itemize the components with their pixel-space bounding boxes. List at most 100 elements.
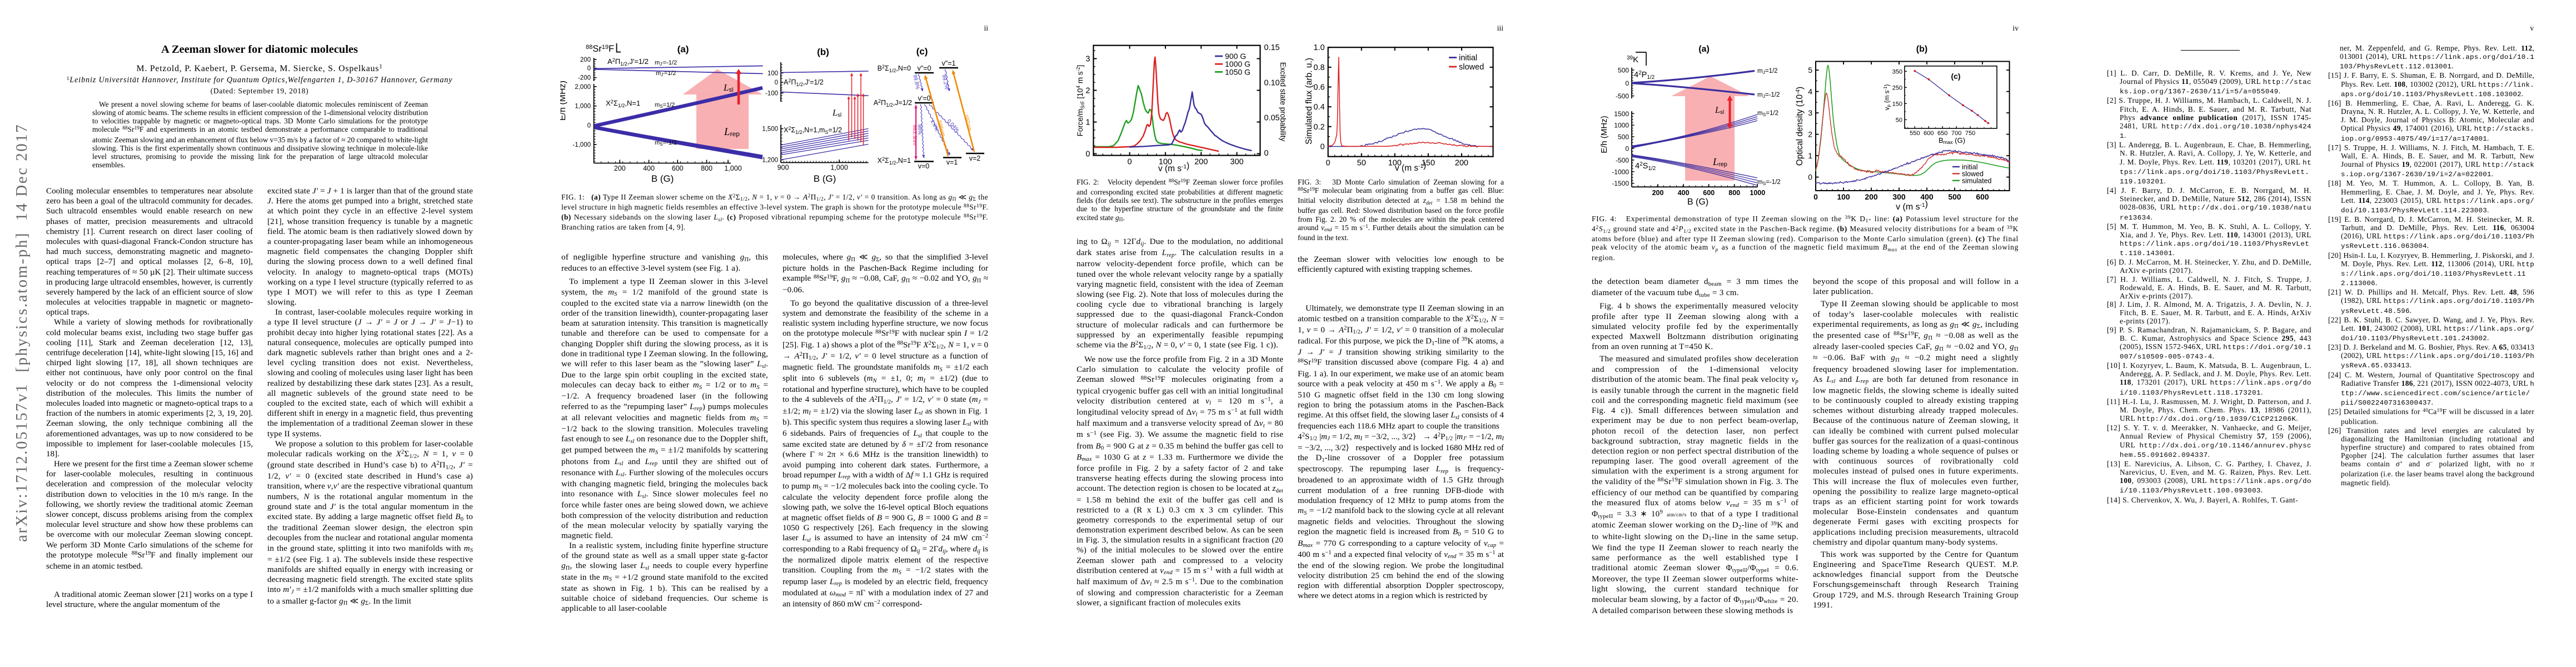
svg-text:-200: -200 (578, 75, 591, 82)
svg-text:-100: -100 (765, 90, 778, 97)
svg-text:99.2%: 99.2% (940, 74, 949, 90)
svg-text:0: 0 (1326, 159, 1331, 168)
svg-text:0.6: 0.6 (1313, 83, 1324, 92)
svg-text:3: 3 (1808, 108, 1812, 117)
svg-text:0: 0 (1085, 150, 1090, 159)
svg-text:0.4: 0.4 (1313, 103, 1324, 112)
svg-text:Simulated flux (arb. u.): Simulated flux (arb. u.) (1304, 58, 1314, 145)
svg-text:vp (m s-1): vp (m s-1) (1883, 84, 1891, 110)
svg-text:2: 2 (1808, 130, 1812, 139)
svg-text:0: 0 (1625, 79, 1629, 87)
svg-text:A2Π1/2,J=1/2: A2Π1/2,J=1/2 (874, 98, 912, 108)
svg-text:B (G): B (G) (814, 173, 836, 184)
svg-text:(b): (b) (817, 47, 829, 57)
svg-text:0.15: 0.15 (1264, 43, 1279, 52)
svg-text:Lsl: Lsl (723, 82, 733, 93)
svg-text:Lsl: Lsl (1715, 106, 1724, 116)
svg-text:0.8: 0.8 (1313, 63, 1324, 72)
svg-text:Lsl: Lsl (832, 108, 841, 118)
svg-text:1000: 1000 (1750, 189, 1765, 197)
svg-text:150: 150 (1892, 101, 1902, 107)
svg-text:0: 0 (1813, 192, 1818, 201)
svg-text:v=1: v=1 (946, 158, 958, 166)
svg-text:0: 0 (1808, 173, 1812, 182)
svg-text:initial: initial (1962, 163, 1978, 171)
svg-text:50: 50 (1357, 159, 1366, 168)
svg-text:600: 600 (1703, 189, 1715, 197)
svg-text:v (m s-1): v (m s-1) (1896, 200, 1928, 212)
svg-text:B (G): B (G) (651, 173, 674, 184)
svg-text:v"=0: v"=0 (918, 64, 931, 72)
svg-text:200: 200 (1455, 159, 1468, 168)
svg-text:3: 3 (1085, 55, 1090, 64)
svg-text:Bmax (G): Bmax (G) (1939, 136, 1965, 145)
svg-text:400: 400 (1678, 189, 1690, 197)
svg-text:1,500: 1,500 (762, 126, 778, 133)
svg-text:0: 0 (1321, 143, 1325, 152)
svg-text:800: 800 (1728, 189, 1740, 197)
svg-text:A2Π1/2,J'=1/2: A2Π1/2,J'=1/2 (784, 78, 824, 87)
svg-text:mJ'=-1/2: mJ'=-1/2 (655, 59, 677, 67)
svg-text:50: 50 (1896, 117, 1902, 123)
svg-text:A2Π1/2,J'=1/2: A2Π1/2,J'=1/2 (607, 57, 649, 67)
svg-text:900 G: 900 G (1225, 52, 1246, 61)
svg-text:0.10: 0.10 (1264, 78, 1279, 87)
svg-text:v=0: v=0 (918, 162, 930, 170)
svg-text:400: 400 (1920, 192, 1934, 201)
svg-text:0: 0 (1625, 145, 1629, 153)
svg-text:400: 400 (643, 165, 655, 172)
svg-text:Lrep: Lrep (724, 126, 740, 138)
svg-text:800: 800 (701, 165, 712, 172)
svg-text:200: 200 (1865, 192, 1878, 201)
svg-text:42S1/2: 42S1/2 (1635, 161, 1656, 172)
svg-text:-1,000: -1,000 (572, 142, 591, 148)
svg-text:600: 600 (672, 165, 684, 172)
svg-text:1000: 1000 (1614, 122, 1629, 130)
svg-text:98%: 98% (916, 124, 923, 135)
svg-text:600: 600 (1924, 130, 1934, 137)
svg-text:600: 600 (1976, 192, 1989, 201)
svg-text:mJ=1/2: mJ=1/2 (1757, 68, 1778, 75)
svg-text:150: 150 (1422, 159, 1435, 168)
svg-text:X2Σ1/2,N=1,mS=1/2: X2Σ1/2,N=1,mS=1/2 (784, 126, 842, 135)
svg-text:0: 0 (587, 66, 591, 72)
svg-text:2: 2 (1085, 87, 1090, 96)
svg-text:700: 700 (1951, 130, 1961, 137)
svg-text:300: 300 (1230, 158, 1243, 167)
svg-text:1.0: 1.0 (1313, 43, 1324, 52)
svg-text:597nm: 597nm (963, 115, 973, 132)
svg-text:100: 100 (1159, 158, 1172, 167)
svg-text:v"=1: v"=1 (942, 59, 956, 67)
svg-text:mS=1/2: mS=1/2 (655, 102, 675, 109)
svg-text:(c): (c) (916, 46, 928, 57)
svg-text:100: 100 (1388, 159, 1402, 168)
svg-text:200: 200 (1194, 158, 1208, 167)
svg-text:250: 250 (1892, 84, 1902, 91)
svg-text:Lrep: Lrep (1712, 156, 1727, 168)
svg-text:2,000: 2,000 (575, 84, 591, 91)
svg-text:v'=0: v'=0 (918, 94, 931, 102)
svg-text:simulated: simulated (1962, 177, 1992, 185)
svg-text:1050 G: 1050 G (1225, 67, 1250, 76)
svg-text:100: 100 (768, 70, 778, 77)
svg-text:0: 0 (775, 79, 778, 86)
svg-text:1,000: 1,000 (724, 165, 741, 172)
svg-text:0: 0 (1128, 158, 1132, 167)
svg-text:-500: -500 (1616, 156, 1629, 164)
svg-text:X2Σ1/2,N=1: X2Σ1/2,N=1 (878, 156, 911, 166)
svg-text:5: 5 (1808, 66, 1812, 74)
svg-text:650: 650 (1937, 130, 1947, 137)
svg-text:663.3nm: 663.3nm (911, 125, 918, 146)
svg-text:Excited state probability: Excited state probability (1279, 62, 1287, 142)
svg-text:-1000: -1000 (1612, 168, 1629, 176)
svg-text:mS=-1/2: mS=-1/2 (655, 140, 677, 147)
svg-text:slowed: slowed (1459, 63, 1484, 72)
svg-text:500: 500 (1618, 67, 1629, 74)
svg-text:mS=-1/2: mS=-1/2 (1757, 179, 1781, 186)
svg-text:200: 200 (580, 57, 591, 63)
svg-text:88Sr19F: 88Sr19F (586, 44, 614, 54)
svg-text:1500: 1500 (1614, 110, 1629, 118)
svg-text:1,000: 1,000 (830, 164, 848, 172)
svg-text:B2Σ1/2,N=0: B2Σ1/2,N=0 (878, 64, 911, 73)
svg-text:Force/mSrF [104 m s-2]: Force/mSrF [104 m s-2] (1075, 65, 1085, 137)
